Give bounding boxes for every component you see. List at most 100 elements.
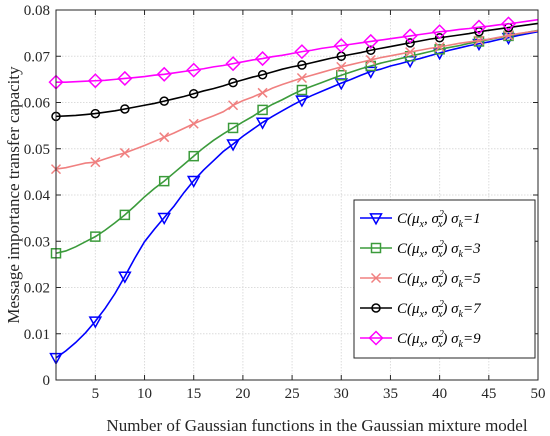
data-point [363, 33, 379, 50]
data-point [90, 108, 101, 119]
x-tick-label: 20 [235, 386, 250, 402]
data-point [434, 33, 445, 43]
data-point [186, 62, 202, 78]
x-tick-label: 15 [186, 386, 201, 402]
data-point [226, 139, 240, 152]
x-tick-label: 25 [285, 386, 300, 402]
y-axis-label: Message importance transfer capacity [4, 66, 23, 324]
data-point [228, 77, 238, 88]
series-4 [51, 22, 539, 122]
data-point [257, 70, 268, 80]
x-tick-label: 35 [383, 386, 398, 402]
data-point [159, 132, 170, 143]
data-point [365, 54, 376, 65]
series-line [55, 30, 539, 170]
data-point [500, 16, 517, 32]
legend: C(μx, σ2 x) σk=1 C(μx, σ2 x) σk=3 C(μx, σ2 x)… [353, 199, 536, 359]
data-point [432, 24, 448, 40]
legend-entry: C(μx, σ2 x) σk=3 [360, 239, 481, 260]
data-point [296, 72, 307, 84]
data-point [333, 38, 349, 54]
data-point [117, 70, 133, 87]
data-point [296, 84, 308, 96]
data-point [336, 61, 347, 72]
data-point [188, 150, 199, 162]
y-tick-label: 0.08 [24, 3, 50, 19]
data-point [255, 117, 270, 130]
data-point [90, 157, 101, 168]
data-point [364, 66, 378, 79]
data-point [87, 73, 103, 89]
y-tick-label: 0.03 [24, 234, 50, 250]
legend-label: C(μx, σ2 x) σk=1 [397, 209, 481, 230]
data-point [334, 78, 349, 91]
series-5 [48, 16, 539, 90]
legend-entry: C(μx, σ2 x) σk=1 [360, 209, 481, 230]
data-point [405, 47, 416, 58]
data-point [188, 88, 199, 99]
series-3 [50, 30, 539, 175]
legend-marker [369, 213, 383, 226]
legend-label: C(μx, σ2 x) σk=5 [397, 269, 481, 290]
x-tick-label: 45 [481, 386, 496, 402]
data-point [295, 95, 309, 108]
data-point [225, 56, 241, 72]
tick-labels: 5 10 15 20 25 30 35 40 45 50 0 0.01 0.02 0.03 0.04 0.05… [24, 3, 546, 402]
data-point [297, 60, 307, 70]
y-tick-label: 0.02 [24, 281, 50, 297]
data-point [90, 231, 101, 242]
x-tick-label: 5 [92, 386, 100, 402]
data-point [257, 87, 268, 98]
data-point [157, 212, 171, 225]
legend-box [353, 199, 536, 359]
x-axis-label: Number of Gaussian functions in the Gaus… [106, 416, 527, 435]
axes [55, 9, 539, 381]
legend-label: C(μx, σ2 x) σk=7 [397, 299, 482, 320]
data-point [366, 45, 376, 55]
legend-marker [371, 303, 381, 313]
data-point [156, 66, 172, 82]
legend-label: C(μx, σ2 x) σk=9 [397, 329, 481, 350]
data-point [119, 209, 131, 221]
legend-marker [370, 242, 382, 254]
data-point [257, 104, 268, 116]
data-point [118, 271, 132, 284]
data-point [434, 41, 445, 53]
data-point [294, 44, 310, 60]
y-tick-label: 0 [43, 373, 51, 389]
legend-entry: C(μx, σ2 x) σk=7 [360, 299, 482, 320]
data-point [503, 30, 514, 41]
legend-label: C(μx, σ2 x) σk=3 [397, 239, 481, 260]
data-point [158, 175, 170, 187]
data-point [336, 69, 347, 81]
data-point [434, 44, 445, 55]
data-point [119, 147, 130, 158]
x-tick-label: 40 [432, 386, 447, 402]
series-line [55, 30, 539, 359]
legend-entry: C(μx, σ2 x) σk=9 [360, 329, 481, 350]
x-tick-label: 30 [334, 386, 349, 402]
data-point [227, 122, 239, 134]
data-point [365, 60, 377, 72]
y-tick-label: 0.01 [24, 327, 50, 343]
data-point [186, 175, 201, 188]
data-point [471, 19, 487, 35]
data-point [473, 35, 485, 46]
data-point [228, 100, 239, 111]
legend-entry: C(μx, σ2 x) σk=5 [360, 269, 481, 290]
y-tick-label: 0.05 [24, 142, 50, 158]
y-tick-label: 0.07 [24, 49, 51, 65]
series-group [48, 16, 539, 366]
x-tick-label: 50 [531, 386, 546, 402]
x-tick-label: 10 [137, 386, 152, 402]
legend-marker [368, 330, 384, 346]
y-tick-label: 0.06 [24, 96, 51, 112]
data-point [88, 316, 103, 329]
y-tick-label: 0.04 [24, 188, 51, 204]
data-point [402, 28, 418, 44]
legend-marker [370, 272, 382, 284]
data-point [188, 118, 199, 129]
series-line [55, 22, 539, 118]
data-point [255, 51, 271, 67]
